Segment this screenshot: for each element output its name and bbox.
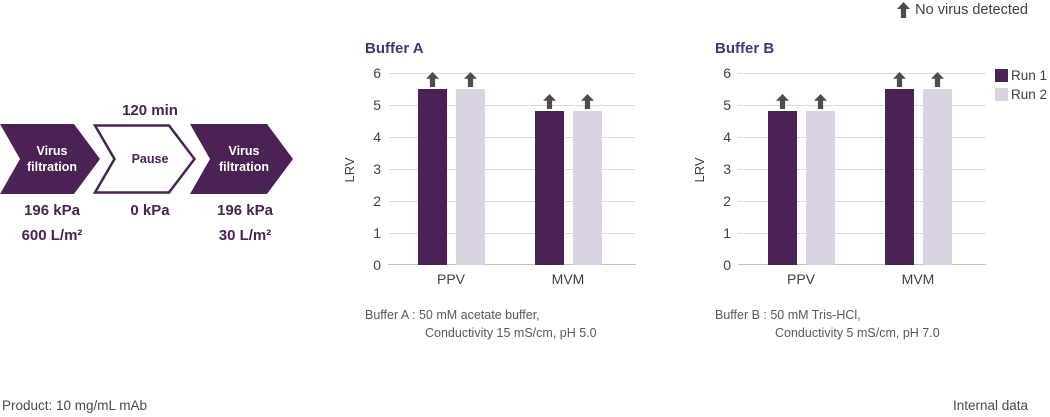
chevron-pause bbox=[92, 124, 197, 194]
process-flow-diagram: 120 min Virus filtration Pause Virus fil… bbox=[0, 97, 312, 247]
chart-title-buffer-a: Buffer A bbox=[365, 40, 424, 57]
y-tick-label: 2 bbox=[723, 193, 731, 209]
step1-flux: 600 L/m² bbox=[21, 227, 83, 244]
y-tick-label: 0 bbox=[723, 257, 731, 273]
chart-title-buffer-b: Buffer B bbox=[715, 40, 775, 57]
up-arrow-icon bbox=[897, 2, 911, 18]
category-label: PPV bbox=[436, 271, 465, 287]
gridline bbox=[388, 104, 636, 106]
bar-run1-ppv bbox=[767, 111, 797, 265]
y-tick-label: 2 bbox=[373, 193, 381, 209]
run1-swatch bbox=[995, 68, 1008, 82]
y-tick-label: 4 bbox=[373, 129, 381, 145]
bar-run1-mvm bbox=[534, 111, 564, 265]
gridline bbox=[388, 168, 636, 170]
legend-label-run2: Run 2 bbox=[1011, 86, 1048, 102]
bar-run1-mvm bbox=[884, 89, 914, 265]
x-axis-line bbox=[738, 264, 986, 265]
gridline bbox=[738, 168, 986, 170]
flow-chevrons bbox=[0, 124, 293, 194]
gridline bbox=[738, 136, 986, 138]
bar-run2-mvm bbox=[572, 111, 602, 265]
gridline bbox=[388, 200, 636, 202]
chart-buffer-a: Buffer A LRV 0 1 2 3 4 5 6 PPV MVM Buffer A : 50… bbox=[340, 38, 670, 348]
bar-run2-ppv bbox=[805, 111, 835, 265]
legend: Run 1 Run 2 bbox=[995, 66, 1047, 104]
y-tick-label: 3 bbox=[373, 161, 381, 177]
y-tick-label: 6 bbox=[723, 65, 731, 81]
bar-run1-ppv bbox=[417, 89, 447, 265]
internal-data-note: Internal data bbox=[952, 398, 1028, 413]
gridline bbox=[388, 72, 636, 74]
y-tick-label: 6 bbox=[373, 65, 381, 81]
bar-run2-mvm bbox=[922, 89, 952, 265]
y-tick-label: 5 bbox=[723, 97, 731, 113]
category-label: MVM bbox=[551, 271, 585, 287]
no-virus-arrow-icon bbox=[930, 72, 944, 87]
no-virus-label: No virus detected bbox=[915, 2, 1028, 18]
caption-buffer-a: Buffer A : 50 mM acetate buffer, Conduct… bbox=[365, 308, 597, 340]
y-tick-label: 0 bbox=[373, 257, 381, 273]
legend-label-run1: Run 1 bbox=[1011, 67, 1048, 83]
caption-buffer-b: Buffer B : 50 mM Tris-HCl, Conductivity … bbox=[715, 308, 940, 340]
gridline bbox=[738, 200, 986, 202]
pause-duration-label: 120 min bbox=[122, 102, 178, 119]
plot-area-buffer-a: 0 1 2 3 4 5 6 PPV MVM bbox=[373, 65, 636, 287]
bar-run2-ppv bbox=[455, 89, 485, 265]
pause-pressure: 0 kPa bbox=[130, 202, 170, 219]
plot-area-buffer-b: 0 1 2 3 4 5 6 PPV MVM bbox=[723, 65, 986, 287]
y-tick-label: 3 bbox=[723, 161, 731, 177]
step3-flux: 30 L/m² bbox=[218, 227, 272, 244]
no-virus-arrow-icon bbox=[580, 94, 594, 110]
y-tick-label: 5 bbox=[373, 97, 381, 113]
run2-swatch bbox=[995, 87, 1008, 101]
gridline bbox=[738, 232, 986, 234]
chevron-virus-filtration-1 bbox=[0, 124, 100, 194]
category-label: PPV bbox=[786, 271, 815, 287]
virus-filtration-2-label: Virus filtration bbox=[219, 144, 269, 174]
no-virus-arrow-icon bbox=[425, 72, 439, 87]
gridline bbox=[738, 104, 986, 106]
category-label: MVM bbox=[901, 271, 935, 287]
gridline bbox=[738, 72, 986, 74]
step1-pressure: 196 kPa bbox=[24, 202, 80, 219]
step3-pressure: 196 kPa bbox=[217, 202, 273, 219]
legend-item-run2: Run 2 bbox=[995, 85, 1047, 103]
no-virus-arrow-icon bbox=[542, 94, 556, 110]
y-tick-label: 1 bbox=[373, 225, 381, 241]
pause-label: Pause bbox=[131, 152, 169, 166]
no-virus-arrow-icon bbox=[775, 94, 789, 110]
x-axis-line bbox=[388, 264, 636, 265]
legend-item-run1: Run 1 bbox=[995, 66, 1047, 84]
no-virus-arrow-icon bbox=[813, 94, 827, 110]
virus-filtration-1-label: Virus filtration bbox=[27, 144, 77, 174]
no-virus-annotation: No virus detected bbox=[897, 2, 1028, 18]
y-tick-label: 4 bbox=[723, 129, 731, 145]
chart-buffer-b: Buffer B LRV 0 1 2 3 4 5 6 PPV MVM Buffer B : 50… bbox=[690, 38, 1020, 348]
gridline bbox=[388, 232, 636, 234]
gridline bbox=[388, 136, 636, 138]
y-tick-label: 1 bbox=[723, 225, 731, 241]
chevron-virus-filtration-2 bbox=[190, 124, 293, 194]
product-note: Product: 10 mg/mL mAb bbox=[2, 398, 148, 413]
no-virus-arrow-icon bbox=[892, 72, 906, 87]
no-virus-arrow-icon bbox=[463, 72, 477, 87]
